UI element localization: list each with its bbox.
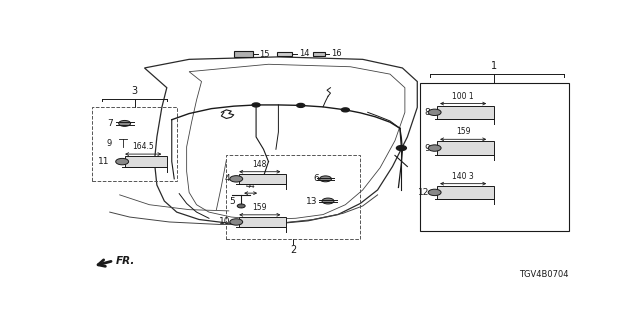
Bar (227, 156, 360, 239)
Bar (239, 217, 286, 227)
Text: 140 3: 140 3 (452, 172, 474, 181)
Circle shape (230, 176, 243, 182)
Bar (420, 83, 568, 231)
Bar (437, 106, 494, 119)
Bar (437, 141, 494, 155)
Circle shape (428, 145, 441, 151)
Circle shape (341, 108, 349, 112)
Bar (234, 52, 253, 57)
Text: 5: 5 (230, 196, 236, 205)
Text: 44: 44 (246, 181, 255, 190)
Bar (277, 52, 292, 56)
Text: 159: 159 (456, 127, 470, 136)
Circle shape (322, 198, 334, 204)
Bar (125, 156, 167, 167)
Circle shape (116, 158, 129, 165)
Circle shape (428, 189, 441, 196)
Text: 100 1: 100 1 (452, 92, 474, 100)
Text: 16: 16 (331, 49, 342, 58)
Bar (239, 174, 286, 184)
Text: 13: 13 (305, 196, 317, 205)
Circle shape (428, 109, 441, 116)
Text: FR.: FR. (116, 256, 135, 266)
Text: 10: 10 (219, 218, 230, 227)
Text: 2: 2 (290, 245, 296, 255)
Text: 1: 1 (491, 61, 497, 71)
Text: 164.5: 164.5 (132, 142, 154, 151)
Text: 159: 159 (253, 203, 267, 212)
Circle shape (252, 103, 260, 107)
Text: 9: 9 (107, 139, 112, 148)
Text: 12: 12 (419, 188, 429, 197)
Bar (313, 52, 324, 56)
Text: 7: 7 (108, 119, 113, 128)
Text: 11: 11 (99, 157, 110, 166)
Text: 4: 4 (225, 174, 230, 183)
Circle shape (319, 176, 332, 182)
Circle shape (237, 204, 245, 208)
Text: TGV4B0704: TGV4B0704 (519, 270, 568, 279)
Text: 14: 14 (299, 49, 309, 59)
Text: 6: 6 (314, 174, 319, 183)
Text: 8: 8 (424, 108, 429, 117)
Circle shape (230, 219, 243, 225)
Text: 15: 15 (259, 50, 269, 59)
Text: 148: 148 (253, 160, 267, 169)
Text: 9: 9 (424, 144, 429, 153)
Circle shape (118, 120, 131, 126)
Text: 3: 3 (131, 85, 138, 96)
Bar (92, 108, 177, 181)
Circle shape (396, 146, 406, 150)
Circle shape (297, 103, 305, 108)
Bar (437, 186, 494, 199)
